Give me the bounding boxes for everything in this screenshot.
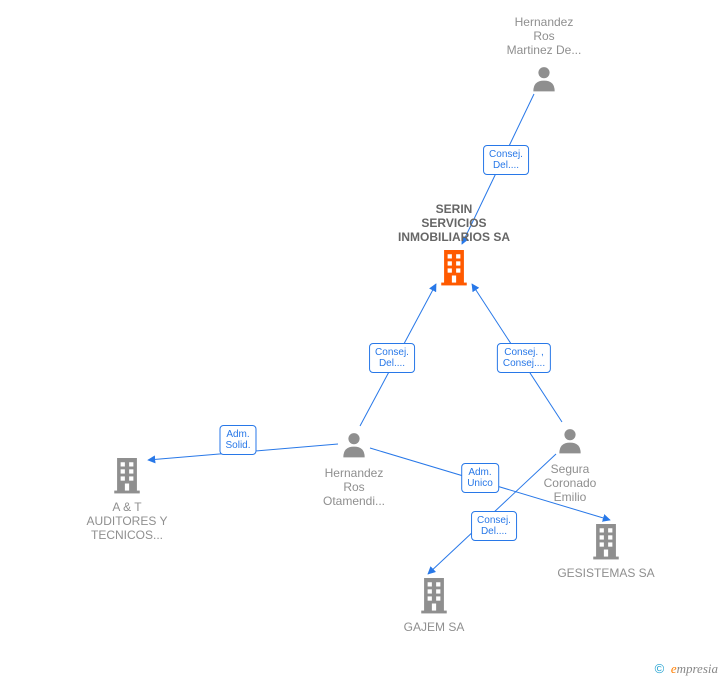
node-hernandez_otamendi[interactable]: [294, 428, 414, 460]
edge-label[interactable]: Adm. Unico: [461, 463, 499, 493]
node-serin[interactable]: [394, 248, 514, 286]
edge-label[interactable]: Consej. Del....: [369, 343, 415, 373]
person-icon: [528, 62, 560, 94]
node-label-ayt: A & TAUDITORES YTECNICOS...: [67, 498, 187, 542]
edge-label[interactable]: Consej. Del....: [483, 145, 529, 175]
node-segura[interactable]: [510, 424, 630, 456]
building-icon: [110, 456, 144, 494]
node-label-serin: SERINSERVICIOSINMOBILIARIOS SA: [394, 200, 514, 244]
edge-label[interactable]: Adm. Solid.: [219, 425, 256, 455]
node-label-gajem: GAJEM SA: [374, 618, 494, 634]
node-ayt[interactable]: [67, 456, 187, 494]
copyright-symbol: ©: [655, 661, 665, 676]
edge-label[interactable]: Consej. Del....: [471, 511, 517, 541]
person-icon: [338, 428, 370, 460]
edges-layer: [0, 0, 728, 685]
node-gesistemas[interactable]: [546, 522, 666, 560]
node-label-hernandez_otamendi: HernandezRosOtamendi...: [294, 464, 414, 508]
building-icon: [589, 522, 623, 560]
building-icon: [417, 576, 451, 614]
node-hernandez_martinez[interactable]: [484, 62, 604, 94]
building-icon: [437, 248, 471, 286]
edge-label[interactable]: Consej. , Consej....: [497, 343, 551, 373]
person-icon: [554, 424, 586, 456]
node-label-segura: SeguraCoronadoEmilio: [510, 460, 630, 504]
brand-rest: mpresia: [677, 661, 718, 676]
node-label-hernandez_martinez: HernandezRosMartinez De...: [484, 13, 604, 57]
node-gajem[interactable]: [374, 576, 494, 614]
watermark: © empresia: [655, 661, 718, 677]
node-label-gesistemas: GESISTEMAS SA: [546, 564, 666, 580]
